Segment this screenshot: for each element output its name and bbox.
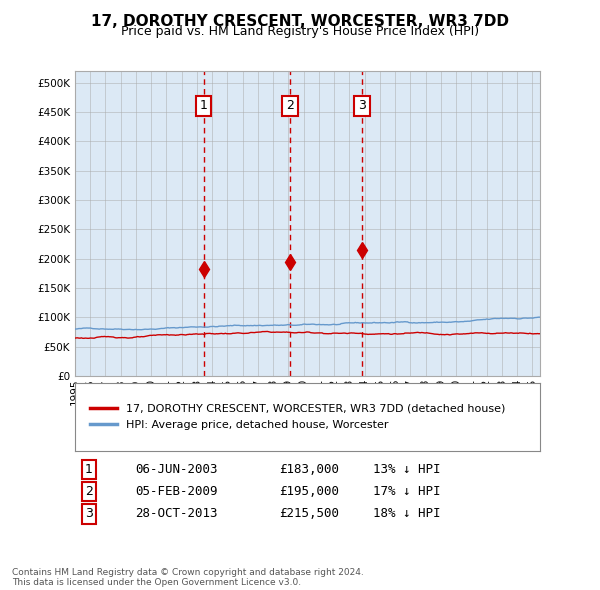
Text: £183,000: £183,000 xyxy=(280,463,340,476)
Text: £195,000: £195,000 xyxy=(280,485,340,498)
Text: 17, DOROTHY CRESCENT, WORCESTER, WR3 7DD: 17, DOROTHY CRESCENT, WORCESTER, WR3 7DD xyxy=(91,14,509,28)
Text: 28-OCT-2013: 28-OCT-2013 xyxy=(136,507,218,520)
Text: £215,500: £215,500 xyxy=(280,507,340,520)
Text: 1: 1 xyxy=(200,99,208,113)
Text: Contains HM Land Registry data © Crown copyright and database right 2024.
This d: Contains HM Land Registry data © Crown c… xyxy=(12,568,364,587)
Text: 2: 2 xyxy=(85,485,93,498)
Text: 13% ↓ HPI: 13% ↓ HPI xyxy=(373,463,440,476)
Text: 06-JUN-2003: 06-JUN-2003 xyxy=(136,463,218,476)
Text: 3: 3 xyxy=(358,99,366,113)
Text: 1: 1 xyxy=(85,463,93,476)
Text: 2: 2 xyxy=(286,99,294,113)
Text: 3: 3 xyxy=(85,507,93,520)
Text: 17% ↓ HPI: 17% ↓ HPI xyxy=(373,485,440,498)
Text: 05-FEB-2009: 05-FEB-2009 xyxy=(136,485,218,498)
Text: Price paid vs. HM Land Registry's House Price Index (HPI): Price paid vs. HM Land Registry's House … xyxy=(121,25,479,38)
Legend: 17, DOROTHY CRESCENT, WORCESTER, WR3 7DD (detached house), HPI: Average price, d: 17, DOROTHY CRESCENT, WORCESTER, WR3 7DD… xyxy=(85,399,510,435)
Text: 18% ↓ HPI: 18% ↓ HPI xyxy=(373,507,440,520)
